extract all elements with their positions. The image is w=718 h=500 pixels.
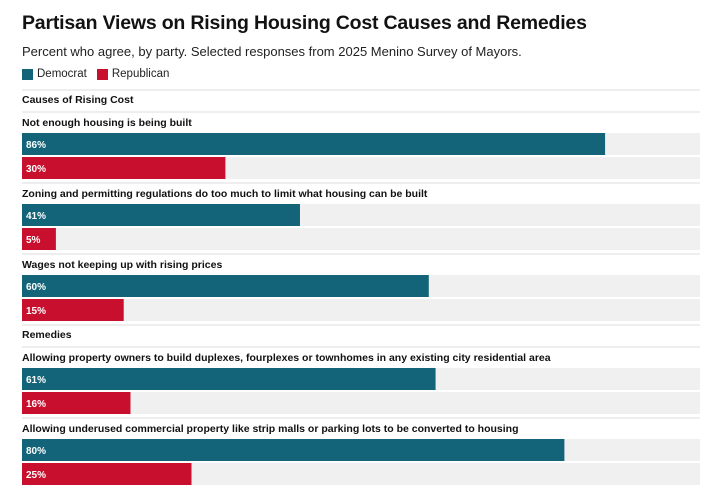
legend-item-democrat: Democrat [22, 68, 87, 80]
category-label: Not enough housing is being built [22, 117, 192, 129]
bar-democrat [22, 204, 300, 226]
legend-item-republican: Republican [96, 68, 170, 80]
data-label-republican: 30% [26, 164, 46, 175]
bar-republican [22, 157, 226, 179]
data-label-democrat: 86% [26, 140, 46, 151]
bar-track [22, 299, 700, 321]
data-label-democrat: 41% [26, 211, 46, 222]
category-label: Allowing property owners to build duplex… [22, 352, 551, 364]
data-label-republican: 5% [26, 235, 41, 246]
bar-republican [22, 299, 124, 321]
bar-democrat [22, 439, 565, 461]
section-label-causes-of-rising-cost: Causes of Rising Cost [22, 94, 134, 106]
legend: Democrat Republican [22, 68, 179, 80]
legend-swatch-democrat [22, 68, 33, 80]
chart-title: Partisan Views on Rising Housing Cost Ca… [22, 12, 587, 34]
bar-democrat [22, 368, 436, 390]
bar-republican [22, 392, 131, 414]
bar-democrat [22, 275, 429, 297]
bar-democrat [22, 133, 606, 155]
chart-subtitle: Percent who agree, by party. Selected re… [22, 44, 522, 59]
bar-republican [22, 228, 56, 250]
bar-track [22, 228, 700, 250]
category-label: Allowing underused commercial property l… [22, 423, 519, 435]
category-label: Wages not keeping up with rising prices [22, 259, 222, 271]
bar-republican [22, 463, 192, 485]
category-label: Zoning and permitting regulations do too… [22, 188, 428, 200]
section-label-remedies: Remedies [22, 329, 72, 341]
legend-swatch-republican [96, 68, 108, 80]
data-label-republican: 25% [26, 470, 46, 481]
data-label-democrat: 80% [26, 446, 46, 457]
data-label-republican: 16% [26, 399, 46, 410]
legend-label-democrat: Democrat [37, 68, 87, 80]
legend-label-republican: Republican [111, 68, 170, 80]
data-label-democrat: 60% [26, 282, 46, 293]
data-label-democrat: 61% [26, 375, 46, 386]
data-label-republican: 15% [26, 306, 46, 317]
bar-track [22, 392, 700, 414]
